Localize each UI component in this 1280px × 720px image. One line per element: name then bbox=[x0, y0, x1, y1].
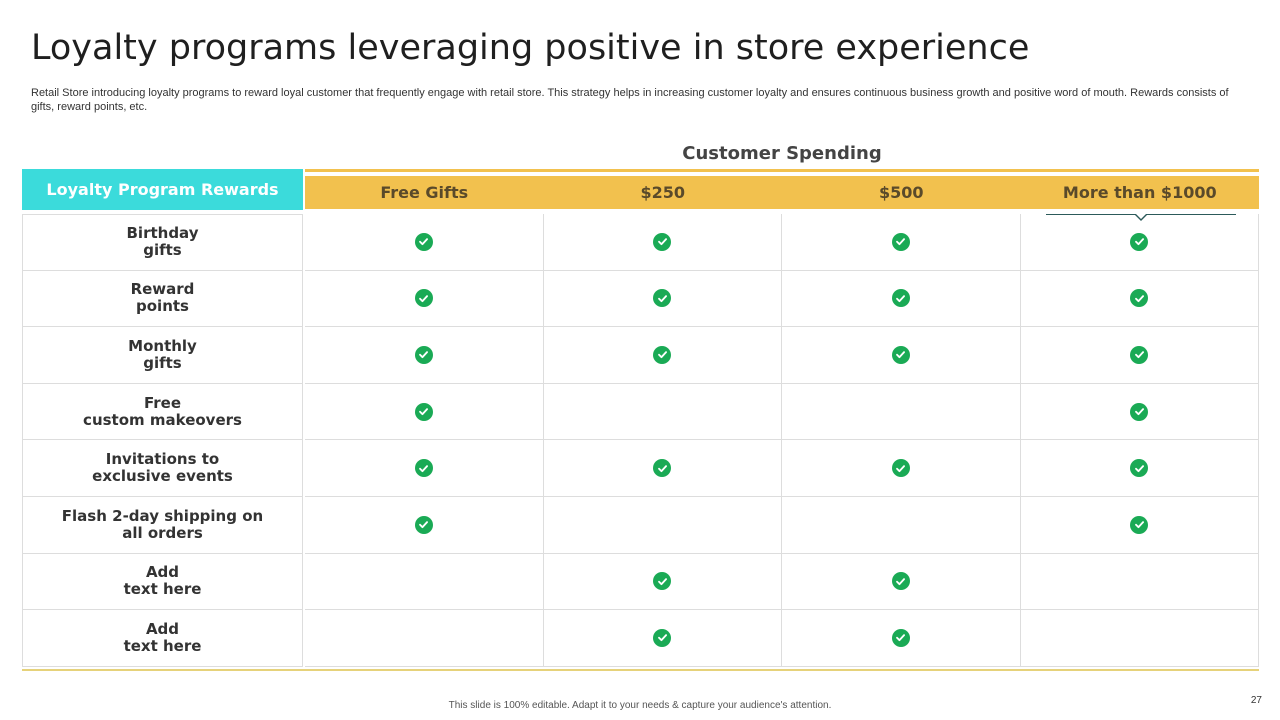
check-circle-icon bbox=[414, 515, 433, 534]
tier-cell bbox=[1020, 270, 1259, 328]
reward-label: Flash 2-day shipping on all orders bbox=[22, 496, 303, 554]
check-circle-icon bbox=[414, 459, 433, 478]
tier-cell bbox=[782, 610, 1021, 667]
table-row: Flash 2-day shipping on all orders bbox=[22, 496, 1259, 554]
tier-cell bbox=[782, 383, 1021, 441]
check-circle-icon bbox=[891, 628, 910, 647]
reward-label: Free custom makeovers bbox=[22, 383, 303, 441]
tier-header-row: Free Gifts $250 $500 More than $1000 bbox=[305, 176, 1259, 209]
tier-cell bbox=[305, 440, 544, 497]
page-title: Loyalty programs leveraging positive in … bbox=[31, 28, 1030, 68]
tier-cell bbox=[1020, 440, 1259, 497]
check-circle-icon bbox=[891, 345, 910, 364]
tier-cell bbox=[543, 214, 782, 271]
table-row: Add text here bbox=[22, 553, 1259, 611]
check-circle-icon bbox=[414, 289, 433, 308]
tier-cell bbox=[782, 440, 1021, 497]
footer-note: This slide is 100% editable. Adapt it to… bbox=[448, 700, 832, 711]
page-subtitle: Retail Store introducing loyalty program… bbox=[31, 87, 1229, 113]
check-circle-icon bbox=[653, 345, 672, 364]
tier-cell bbox=[543, 383, 782, 441]
tier-cell bbox=[782, 214, 1021, 271]
header-divider bbox=[305, 169, 1259, 172]
reward-label: Birthday gifts bbox=[22, 214, 303, 271]
check-circle-icon bbox=[891, 232, 910, 251]
check-circle-icon bbox=[891, 289, 910, 308]
tier-cell bbox=[305, 496, 544, 554]
table-row: Monthly gifts bbox=[22, 327, 1259, 384]
check-circle-icon bbox=[891, 459, 910, 478]
customer-spending-label: Customer Spending bbox=[682, 143, 882, 164]
check-circle-icon bbox=[1130, 402, 1149, 421]
tier-cell bbox=[305, 214, 544, 271]
tier-cell bbox=[782, 270, 1021, 328]
table-row: Add text here bbox=[22, 610, 1259, 667]
check-circle-icon bbox=[1130, 345, 1149, 364]
tier-cell bbox=[305, 610, 544, 667]
tier-cell bbox=[1020, 553, 1259, 611]
tier-cell bbox=[1020, 610, 1259, 667]
tier-cell bbox=[1020, 214, 1259, 271]
check-circle-icon bbox=[1130, 459, 1149, 478]
tier-cell bbox=[1020, 496, 1259, 554]
tier-cell bbox=[543, 440, 782, 497]
check-circle-icon bbox=[1130, 232, 1149, 251]
reward-label: Invitations to exclusive events bbox=[22, 440, 303, 497]
check-circle-icon bbox=[414, 232, 433, 251]
table-row: Birthday gifts bbox=[22, 214, 1259, 271]
check-circle-icon bbox=[653, 628, 672, 647]
tier-500: $500 bbox=[878, 183, 924, 202]
reward-label: Add text here bbox=[22, 610, 303, 667]
check-circle-icon bbox=[653, 232, 672, 251]
rewards-table: Birthday gifts Reward points Monthly gifts… bbox=[22, 214, 1259, 671]
tier-cell bbox=[543, 496, 782, 554]
rewards-column-header: Loyalty Program Rewards bbox=[22, 169, 303, 210]
tier-cell bbox=[305, 327, 544, 384]
tier-cell bbox=[305, 270, 544, 328]
reward-label: Reward points bbox=[22, 270, 303, 328]
check-circle-icon bbox=[653, 459, 672, 478]
check-circle-icon bbox=[1130, 289, 1149, 308]
tier-cell bbox=[782, 327, 1021, 384]
page-number: 27 bbox=[1250, 695, 1262, 706]
tier-250: $250 bbox=[640, 183, 686, 202]
check-circle-icon bbox=[653, 289, 672, 308]
tier-cell bbox=[782, 553, 1021, 611]
check-circle-icon bbox=[414, 402, 433, 421]
tier-cell bbox=[1020, 383, 1259, 441]
reward-label: Monthly gifts bbox=[22, 327, 303, 384]
check-circle-icon bbox=[653, 572, 672, 591]
tier-cell bbox=[543, 553, 782, 611]
check-circle-icon bbox=[891, 572, 910, 591]
table-row: Reward points bbox=[22, 270, 1259, 328]
tier-cell bbox=[305, 553, 544, 611]
tier-cell bbox=[543, 327, 782, 384]
tier-cell bbox=[1020, 327, 1259, 384]
tier-free-gifts: Free Gifts bbox=[380, 183, 469, 202]
table-row: Invitations to exclusive events bbox=[22, 440, 1259, 497]
table-row: Free custom makeovers bbox=[22, 383, 1259, 441]
tier-cell bbox=[543, 270, 782, 328]
check-circle-icon bbox=[1130, 515, 1149, 534]
tier-cell bbox=[782, 496, 1021, 554]
tier-cell bbox=[543, 610, 782, 667]
reward-label: Add text here bbox=[22, 553, 303, 611]
tier-callout-arrow bbox=[1135, 214, 1147, 221]
check-circle-icon bbox=[414, 345, 433, 364]
tier-cell bbox=[305, 383, 544, 441]
tier-more-than-1000: More than $1000 bbox=[1062, 183, 1217, 202]
